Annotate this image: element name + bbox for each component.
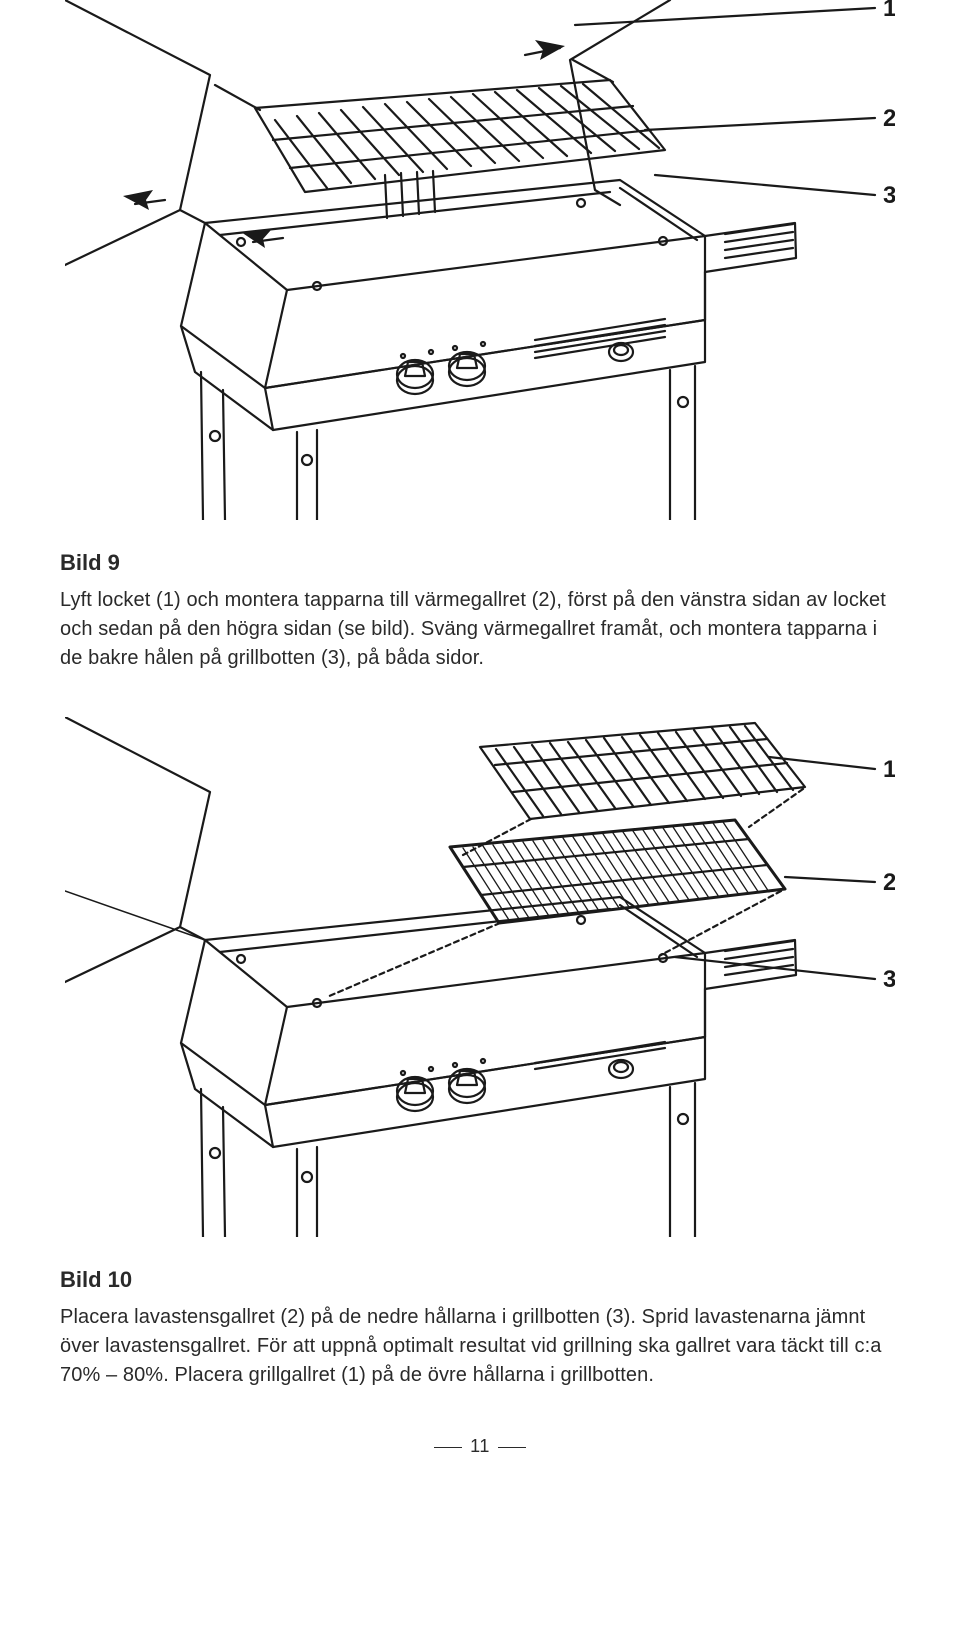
caption-body-9: Lyft locket (1) och montera tapparna til… — [60, 586, 900, 673]
callout-3: 3 — [883, 966, 895, 993]
figure-bild-9: 1 2 3 — [60, 0, 900, 520]
caption-body-10: Placera lavastensgallret (2) på de nedre… — [60, 1303, 900, 1390]
diagram-bild-9: 1 2 3 — [65, 0, 895, 520]
callout-1: 1 — [883, 756, 895, 783]
callout-2: 2 — [883, 869, 895, 896]
caption-title-10: Bild 10 — [60, 1267, 900, 1293]
caption-title-9: Bild 9 — [60, 550, 900, 576]
figure-bild-10: 1 2 3 — [60, 717, 900, 1237]
page-number: 11 — [60, 1436, 900, 1457]
callout-2: 2 — [883, 105, 895, 132]
page-number-value: 11 — [470, 1436, 490, 1456]
caption-bild-9: Bild 9 Lyft locket (1) och montera tappa… — [60, 550, 900, 673]
diagram-bild-10: 1 2 3 — [65, 717, 895, 1237]
caption-bild-10: Bild 10 Placera lavastensgallret (2) på … — [60, 1267, 900, 1390]
callout-1: 1 — [883, 0, 895, 22]
callout-3: 3 — [883, 182, 895, 209]
